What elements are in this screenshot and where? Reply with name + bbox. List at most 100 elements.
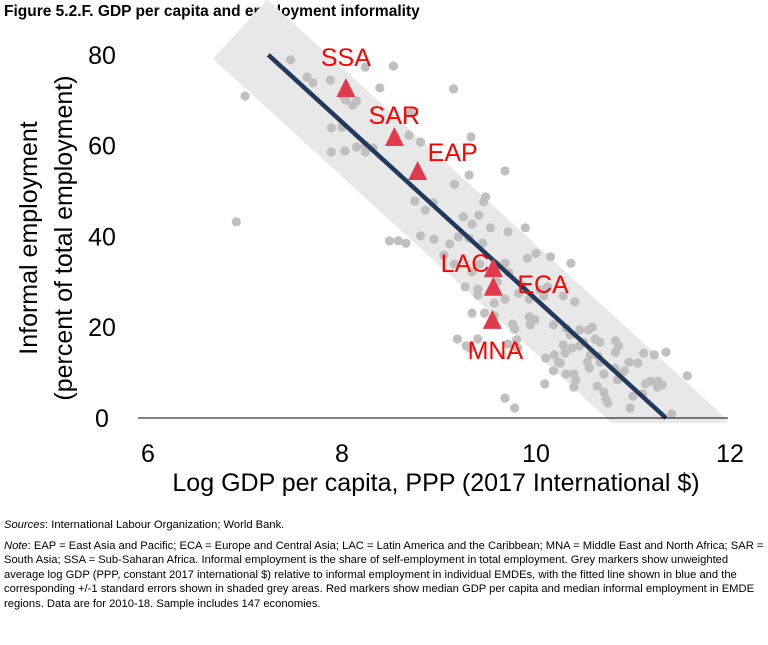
scatter-point <box>555 358 565 368</box>
scatter-point <box>540 379 550 389</box>
scatter-chart: SSA SAR EAP LAC ECA MNA 0 20 40 60 80 6 8 10 12 Log GD… <box>15 0 744 497</box>
scatter-point <box>624 357 634 367</box>
scatter-point <box>513 288 524 298</box>
scatter-point <box>657 380 667 390</box>
scatter-point <box>460 282 470 292</box>
x-tick-label: 10 <box>522 440 550 468</box>
y-axis-label-line2: (percent of total employment) <box>50 75 78 400</box>
scatter-point <box>682 371 692 381</box>
y-tick-label: 60 <box>88 133 116 161</box>
x-tick-label: 6 <box>141 440 155 468</box>
scatter-point <box>543 282 553 292</box>
scatter-point <box>569 382 579 392</box>
scatter-point <box>302 72 312 82</box>
scatter-point <box>404 130 414 140</box>
axes-layer: 0 20 40 60 80 6 8 10 12 Log GDP per capita, PPP (… <box>15 42 744 497</box>
scatter-point <box>500 294 510 304</box>
y-tick-label: 20 <box>88 314 116 342</box>
scatter-point <box>429 234 439 244</box>
scatter-point <box>592 381 602 391</box>
figure-title: Figure 5.2.F. GDP per capita and employm… <box>4 3 420 20</box>
scatter-point <box>474 210 484 220</box>
region-label-mna: MNA <box>468 337 524 365</box>
scatter-point <box>520 223 530 233</box>
scatter-point <box>449 179 460 189</box>
scatter-point <box>439 250 449 260</box>
scatter-point <box>541 353 551 363</box>
standard-error-band-layer <box>213 0 729 423</box>
scatter-point <box>511 335 522 345</box>
sources-note: Sources: International Labour Organizati… <box>4 518 764 533</box>
scatter-point <box>375 83 385 93</box>
scatter-point <box>352 142 362 152</box>
scatter-point <box>325 75 335 85</box>
scatter-point <box>388 61 398 71</box>
scatter-point <box>340 146 350 156</box>
scatter-point <box>480 308 490 318</box>
region-marker-sar <box>384 126 404 146</box>
scatter-point <box>416 231 426 241</box>
fitted-line <box>266 53 668 420</box>
x-tick-label: 12 <box>716 440 744 468</box>
scatter-point <box>625 403 635 413</box>
scatter-point <box>467 308 477 318</box>
scatter-point <box>458 212 468 222</box>
scatter-point <box>548 366 559 376</box>
scatter-point <box>308 78 318 88</box>
scatter-point <box>558 291 568 301</box>
scatter-point <box>649 350 659 360</box>
scatter-point <box>503 227 513 237</box>
scatter-point <box>360 62 370 72</box>
scatter-point <box>489 298 499 308</box>
scatter-point <box>513 343 523 353</box>
scatter-point <box>628 391 638 401</box>
scatter-point <box>539 291 549 301</box>
region-label-sar: SAR <box>369 102 420 130</box>
scatter-point <box>401 238 411 248</box>
scatter-point <box>341 95 351 105</box>
sources-text: : International Labour Organization; Wor… <box>45 519 285 531</box>
scatter-point <box>569 369 579 379</box>
scatter-point <box>326 147 336 157</box>
scatter-point <box>500 166 510 176</box>
scatter-point <box>599 369 609 379</box>
region-label-eca: ECA <box>517 271 569 299</box>
scatter-point <box>473 334 483 344</box>
scatter-point <box>530 315 540 325</box>
region-marker-ssa <box>336 77 356 97</box>
scatter-point <box>500 393 510 403</box>
scatter-point <box>645 376 656 386</box>
scatter-point <box>240 91 250 101</box>
region-marker-lac <box>483 258 503 278</box>
scatter-point <box>567 343 577 353</box>
region-label-eap: EAP <box>428 139 478 167</box>
scatter-point <box>582 357 593 367</box>
scatter-point <box>639 348 649 358</box>
y-tick-label: 0 <box>95 405 109 433</box>
scatter-points-layer <box>231 55 692 419</box>
region-label-ssa: SSA <box>321 44 371 72</box>
figure-notes: Sources: International Labour Organizati… <box>4 518 764 618</box>
scatter-point <box>503 339 513 349</box>
y-tick-label: 80 <box>88 42 116 70</box>
scatter-point <box>558 340 568 350</box>
y-axis-label-line1: Informal employment <box>15 121 43 354</box>
scatter-point <box>464 170 474 180</box>
scatter-point <box>613 341 624 351</box>
scatter-point <box>549 350 560 360</box>
y-tick-label: 40 <box>88 223 116 251</box>
scatter-point <box>286 55 296 65</box>
scatter-point <box>475 259 485 269</box>
scatter-point <box>410 196 420 206</box>
scatter-point <box>445 239 455 249</box>
scatter-point <box>545 252 556 262</box>
x-axis-label: Log GDP per capita, PPP (2017 Internatio… <box>172 469 699 497</box>
note-text: : EAP = East Asia and Pacific; ECA = Eur… <box>4 539 764 610</box>
scatter-point <box>384 236 395 246</box>
scatter-point <box>465 343 475 353</box>
region-markers-layer: SSA SAR EAP LAC ECA MNA <box>321 44 569 365</box>
scatter-point <box>510 403 520 413</box>
region-marker-eca <box>483 276 503 296</box>
scatter-point <box>561 369 571 379</box>
scatter-point <box>522 253 532 263</box>
